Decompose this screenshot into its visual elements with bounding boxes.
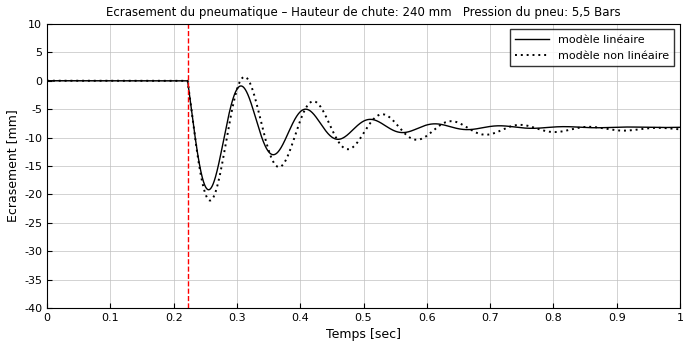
modèle linéaire xyxy=(167,79,175,83)
Legend: modèle linéaire, modèle non linéaire: modèle linéaire, modèle non linéaire xyxy=(510,29,675,66)
modèle linéaire xyxy=(81,79,89,83)
modèle linéaire xyxy=(205,188,213,192)
modèle linéaire xyxy=(69,79,77,83)
modèle non linéaire xyxy=(240,75,249,79)
modèle non linéaire xyxy=(45,79,54,83)
Y-axis label: Ecrasement [mm]: Ecrasement [mm] xyxy=(6,110,19,222)
modèle non linéaire xyxy=(81,79,89,83)
modèle non linéaire xyxy=(167,79,175,83)
modèle linéaire xyxy=(676,125,684,129)
modèle non linéaire xyxy=(353,141,361,145)
Line: modèle linéaire: modèle linéaire xyxy=(47,81,680,190)
modèle non linéaire xyxy=(206,198,214,203)
modèle non linéaire xyxy=(69,79,77,83)
modèle non linéaire xyxy=(642,126,650,130)
Line: modèle non linéaire: modèle non linéaire xyxy=(47,77,680,201)
modèle linéaire xyxy=(642,125,650,129)
modèle non linéaire xyxy=(43,79,51,83)
modèle linéaire xyxy=(45,79,54,83)
X-axis label: Temps [sec]: Temps [sec] xyxy=(326,329,401,341)
Title: Ecrasement du pneumatique – Hauteur de chute: 240 mm   Pression du pneu: 5,5 Bar: Ecrasement du pneumatique – Hauteur de c… xyxy=(106,6,621,18)
modèle linéaire xyxy=(352,124,360,128)
modèle linéaire xyxy=(43,79,51,83)
modèle non linéaire xyxy=(676,127,684,132)
